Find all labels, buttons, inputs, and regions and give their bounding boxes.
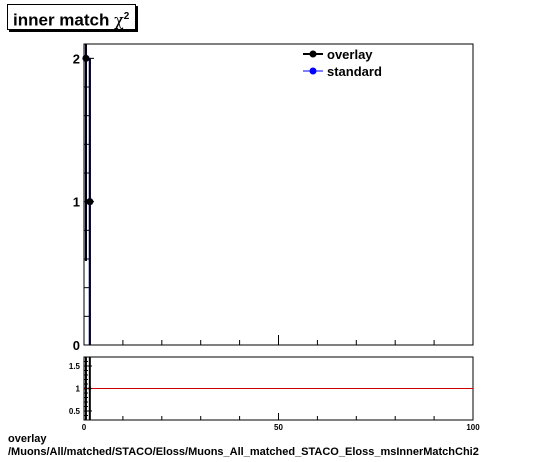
ratio-y-tick-label: 1 (76, 385, 81, 394)
ratio-point (84, 387, 88, 390)
series-overlay (82, 44, 94, 345)
chart-title: inner match χ2 (7, 4, 137, 30)
legend-marker-standard (309, 67, 317, 75)
main-y-tick-label: 1 (73, 195, 80, 210)
legend-marker-overlay (309, 50, 317, 58)
main-plot-frame (83, 43, 474, 346)
chart-title-text: inner match (13, 10, 110, 30)
ratio-x-tick-label: 0 (82, 423, 87, 432)
legend-label-standard: standard (327, 64, 382, 79)
data-point (86, 198, 94, 206)
footer-line-1: overlay (8, 433, 47, 445)
main-y-tick-label: 2 (73, 51, 80, 66)
main-y-tick-label: 0 (73, 338, 80, 353)
ratio-point (88, 387, 92, 390)
ratio-x-tick-label: 50 (274, 423, 283, 432)
ratio-y-tick-label: 1.5 (69, 362, 81, 371)
ratio-y-tick-label: 0.5 (69, 407, 81, 416)
ratio-x-tick-label: 100 (466, 423, 480, 432)
chart-title-superscript: 2 (123, 11, 130, 22)
footer-line-2: /Muons/All/matched/STACO/Eloss/Muons_All… (8, 446, 479, 458)
chart-title-symbol: χ (114, 10, 124, 30)
data-point (82, 54, 90, 62)
footer-caption: overlay /Muons/All/matched/STACO/Eloss/M… (8, 433, 479, 459)
legend-label-overlay: overlay (327, 47, 373, 62)
